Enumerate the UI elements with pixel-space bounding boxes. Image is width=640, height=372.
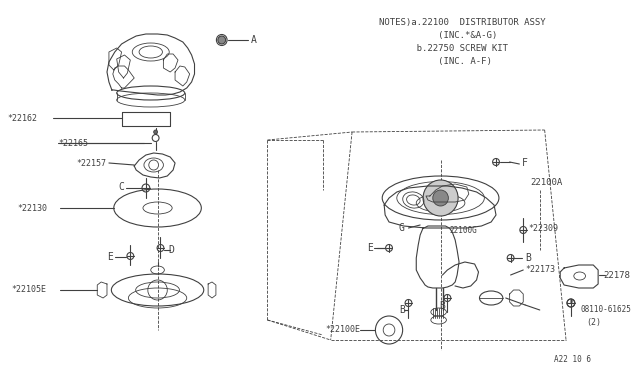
Text: *22173: *22173: [525, 266, 555, 275]
Text: B: B: [525, 253, 531, 263]
Text: NOTES)a.22100  DISTRIBUTOR ASSY: NOTES)a.22100 DISTRIBUTOR ASSY: [380, 17, 546, 26]
Text: *22309: *22309: [528, 224, 558, 232]
Circle shape: [218, 36, 226, 44]
Circle shape: [433, 190, 449, 206]
Text: G: G: [399, 223, 404, 233]
Text: b.22750 SCREW KIT: b.22750 SCREW KIT: [380, 44, 508, 52]
Text: 22178: 22178: [603, 270, 630, 279]
Text: B: B: [569, 301, 573, 305]
Text: D: D: [168, 245, 174, 255]
Text: 08110-61625: 08110-61625: [580, 305, 632, 314]
Text: 22100A: 22100A: [530, 177, 563, 186]
Text: (INC. A-F): (INC. A-F): [380, 57, 492, 65]
Text: C: C: [118, 182, 125, 192]
Circle shape: [154, 130, 157, 134]
Circle shape: [423, 180, 458, 216]
Text: *22105E: *22105E: [12, 285, 47, 295]
Text: B: B: [440, 301, 445, 311]
Text: *22100E: *22100E: [326, 326, 361, 334]
Text: E: E: [107, 252, 113, 262]
Text: F: F: [522, 158, 528, 168]
Text: A22 10 6: A22 10 6: [554, 356, 591, 365]
Text: B: B: [399, 305, 404, 315]
Text: 22100G: 22100G: [449, 225, 477, 234]
Text: *22162: *22162: [8, 113, 38, 122]
Text: (2): (2): [586, 318, 602, 327]
Text: E: E: [367, 243, 372, 253]
Text: A: A: [251, 35, 257, 45]
Text: *22165: *22165: [58, 138, 88, 148]
Text: *22130: *22130: [17, 203, 47, 212]
Text: (INC.*&A-G): (INC.*&A-G): [380, 31, 497, 39]
Text: *22157: *22157: [76, 158, 106, 167]
